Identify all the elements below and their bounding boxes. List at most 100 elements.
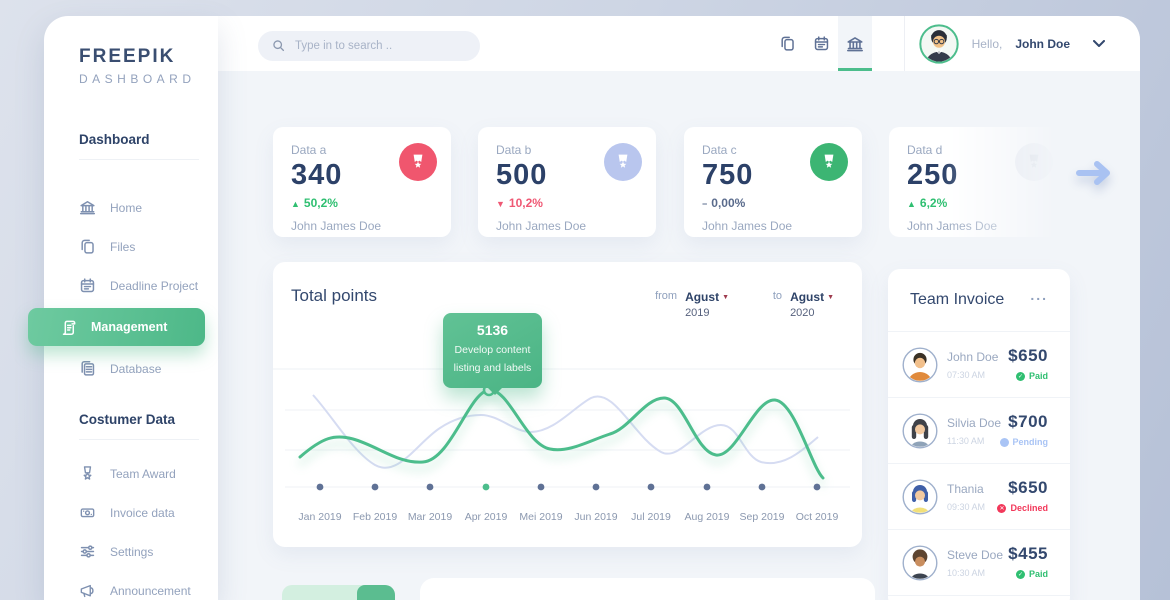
stat-card-data-d[interactable]: Data d 250 ▲ 6,2% John James Doe (889, 127, 1067, 237)
team-invoice-card: Team Invoice ... John Doe 07:30 AM $650 … (888, 269, 1070, 600)
to-year: 2020 (790, 307, 815, 319)
section-title-dashboard: Dashboard (79, 132, 150, 147)
sidebar-item-label: Team Award (110, 466, 176, 481)
sidebar-item-label: Announcement (110, 583, 191, 598)
sidebar-item-deadline-project[interactable]: Deadline Project (44, 266, 218, 305)
stat-label: Data d (907, 143, 943, 157)
invoice-row[interactable]: Steve Doe 10:30 AM $455 ✓ Paid (888, 529, 1070, 595)
avatar (902, 545, 938, 581)
sidebar-item-management[interactable]: Management (28, 308, 205, 346)
month-dot[interactable] (758, 483, 766, 491)
sidebar-item-home[interactable]: Home (44, 188, 218, 227)
invoice-amount: $650 (1008, 478, 1048, 497)
month-dot[interactable] (647, 483, 655, 491)
stat-delta: ▲ 6,2% (907, 196, 948, 210)
chart-tooltip: 5136 Develop content listing and labels (443, 313, 542, 395)
trend-flat-icon: − (702, 199, 708, 209)
from-month-dropdown[interactable]: Agust ▼ 2019 (685, 290, 729, 319)
month-dot[interactable] (537, 483, 545, 491)
invoice-row[interactable]: John Doe 07:30 AM $650 ✓ Paid (888, 331, 1070, 397)
database-icon (81, 360, 95, 376)
megaphone-icon (80, 584, 94, 598)
to-month-dropdown[interactable]: Agust ▼ 2020 (790, 290, 834, 319)
x-tick: Feb 2019 (353, 511, 398, 523)
calendar-icon[interactable] (804, 16, 838, 71)
sidebar-item-team-award[interactable]: Team Award (44, 454, 218, 493)
invoice-time: 09:30 AM (947, 502, 986, 512)
invoice-name: Steve Doe (947, 548, 1004, 562)
month-dot[interactable] (813, 483, 821, 491)
stat-value: 340 (291, 159, 343, 191)
stat-label: Data a (291, 143, 327, 157)
section-title-costumer-data: Costumer Data (79, 412, 176, 427)
month-dot[interactable] (426, 483, 434, 491)
invoice-row[interactable]: Silvia Doe 11:30 AM $700 Pending (888, 397, 1070, 463)
month-dot-active[interactable] (482, 483, 490, 491)
invoice-name: Thania (947, 482, 984, 496)
more-options-icon[interactable]: ... (1030, 287, 1048, 303)
greeting-text: Hello, (971, 36, 1003, 51)
bank-icon (79, 201, 96, 215)
sidebar-item-settings[interactable]: Settings (44, 532, 218, 571)
sidebar-item-announcement[interactable]: Announcement (44, 571, 218, 600)
invoice-name: John Doe (947, 350, 999, 364)
files-icon[interactable] (770, 16, 804, 71)
money-icon (80, 508, 95, 518)
sidebar-item-files[interactable]: Files (44, 227, 218, 266)
topbar-icon-group (770, 16, 872, 71)
invoice-time: 10:30 AM (947, 568, 986, 578)
topbar-divider (904, 16, 905, 71)
x-tick: Jul 2019 (631, 511, 671, 523)
caret-down-icon: ▼ (722, 294, 729, 301)
stat-label: Data b (496, 143, 532, 157)
search-input[interactable] (295, 40, 465, 52)
stat-value: 500 (496, 159, 548, 191)
brand-name: FREEPIK (79, 46, 176, 67)
chevron-down-icon[interactable] (1093, 39, 1105, 48)
month-dot[interactable] (316, 483, 324, 491)
stat-card-data-a[interactable]: Data a 340 ▲ 50,2% John James Doe (273, 127, 451, 237)
invoice-time: 11:30 AM (947, 436, 985, 446)
status-badge: ✓ Paid (1015, 569, 1048, 579)
calendar-icon (80, 278, 95, 293)
invoice-row-partial[interactable] (888, 595, 1070, 600)
line-chart[interactable]: Jan 2019 Feb 2019 Mar 2019 Apr 2019 Mei … (273, 352, 862, 547)
x-tick: Apr 2019 (465, 511, 508, 523)
trend-up-icon: ▲ (291, 199, 300, 209)
invoice-amount: $455 (1008, 544, 1048, 563)
bank-icon-active-tab[interactable] (838, 16, 872, 71)
search-bar[interactable] (258, 31, 480, 61)
month-dot[interactable] (703, 483, 711, 491)
medal-badge-icon (810, 143, 848, 181)
user-menu[interactable]: Hello, John Doe (918, 16, 1105, 71)
invoice-row[interactable]: Thania 09:30 AM $650 ✕ Declined (888, 463, 1070, 529)
chart-title: Total points (291, 286, 377, 305)
stat-card-data-c[interactable]: Data c 750 −0,00% John James Doe (684, 127, 862, 237)
stat-label: Data c (702, 143, 737, 157)
from-year: 2019 (685, 307, 710, 319)
sidebar-item-invoice-data[interactable]: Invoice data (44, 493, 218, 532)
award-icon (83, 466, 92, 480)
trend-down-icon: ▼ (496, 199, 505, 209)
month-dot[interactable] (592, 483, 600, 491)
carousel-next-arrow-icon[interactable] (1075, 158, 1113, 188)
trend-up-icon: ▲ (907, 199, 916, 209)
avatar (902, 479, 938, 515)
x-tick: Jun 2019 (574, 511, 617, 523)
x-tick: Oct 2019 (796, 511, 839, 523)
stat-card-data-b[interactable]: Data b 500 ▼ 10,2% John James Doe (478, 127, 656, 237)
stat-value: 250 (907, 159, 959, 191)
x-tick: Jan 2019 (298, 511, 341, 523)
pending-dot-icon (999, 437, 1009, 447)
sidebar-item-database[interactable]: Database (44, 349, 218, 388)
divider (79, 439, 199, 440)
topbar: Hello, John Doe (218, 16, 1140, 71)
x-tick: Mei 2019 (519, 511, 562, 523)
medal-badge-icon (1015, 143, 1053, 181)
stat-owner: John James Doe (907, 219, 998, 233)
brand-logo: FREEPIK DASHBOARD (44, 16, 218, 86)
sidebar-item-label: Management (91, 320, 168, 334)
check-icon: ✓ (1015, 371, 1025, 381)
month-dot[interactable] (371, 483, 379, 491)
sidebar-item-label: Database (110, 361, 162, 376)
